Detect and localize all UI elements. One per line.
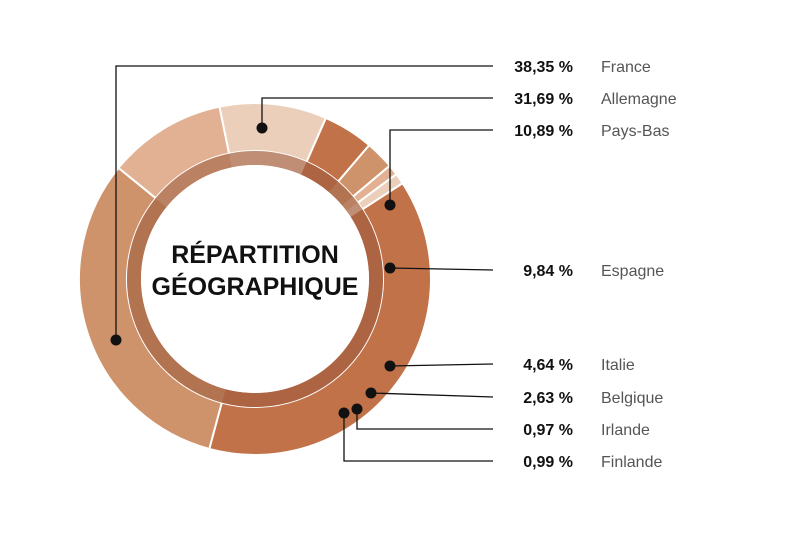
slice-france [208, 181, 432, 456]
category-label-belgique: Belgique [601, 390, 663, 407]
value-label-allemagne: 31,69 % [514, 91, 573, 108]
value-label-belgique: 2,63 % [523, 390, 573, 407]
value-label-finlande: 0,99 % [523, 454, 573, 471]
chart-title: RÉPARTITION GÉOGRAPHIQUE [152, 240, 359, 301]
value-label-espagne: 9,84 % [523, 263, 573, 280]
leader-dot-finlande [338, 407, 350, 419]
donut-inner-ring [126, 151, 383, 407]
leader-line-allemagne [261, 97, 493, 128]
leader-line-pays-bas [389, 129, 493, 205]
chart-title-line-1: RÉPARTITION [171, 240, 339, 269]
category-label-pays-bas: Pays-Bas [601, 123, 669, 140]
donut-hole [141, 165, 369, 393]
leader-dot-allemagne [256, 122, 268, 134]
category-label-espagne: Espagne [601, 263, 664, 280]
category-label-france: France [601, 59, 651, 76]
category-label-finlande: Finlande [601, 454, 662, 471]
leader-dot-espagne [384, 262, 396, 274]
leader-dot-belgique [365, 387, 377, 399]
leader-line-finlande [343, 413, 493, 462]
leader-line-espagne [389, 267, 494, 271]
leader-dot-italie [384, 360, 396, 372]
category-label-irlande: Irlande [601, 422, 650, 439]
category-label-italie: Italie [601, 357, 635, 374]
inner-ring-shade [127, 151, 383, 407]
leader-line-belgique [370, 392, 494, 398]
leader-line-irlande [356, 409, 493, 430]
chart-title-line-2: GÉOGRAPHIQUE [152, 272, 359, 301]
value-label-france: 38,35 % [514, 59, 573, 76]
value-label-irlande: 0,97 % [523, 422, 573, 439]
category-label-allemagne: Allemagne [601, 91, 677, 108]
leader-dot-pays-bas [384, 199, 396, 211]
value-label-pays-bas: 10,89 % [514, 123, 573, 140]
donut-slices [78, 102, 432, 456]
value-label-italie: 4,64 % [523, 357, 573, 374]
legend-labels: 38,35 % France 31,69 % Allemagne 10,89 % Pays… [514, 59, 676, 471]
leader-line-france [115, 65, 493, 340]
leader-dot-irlande [351, 403, 363, 415]
leader-dot-france [110, 334, 122, 346]
leader-line-italie [389, 363, 494, 367]
leader-lines [110, 65, 494, 462]
